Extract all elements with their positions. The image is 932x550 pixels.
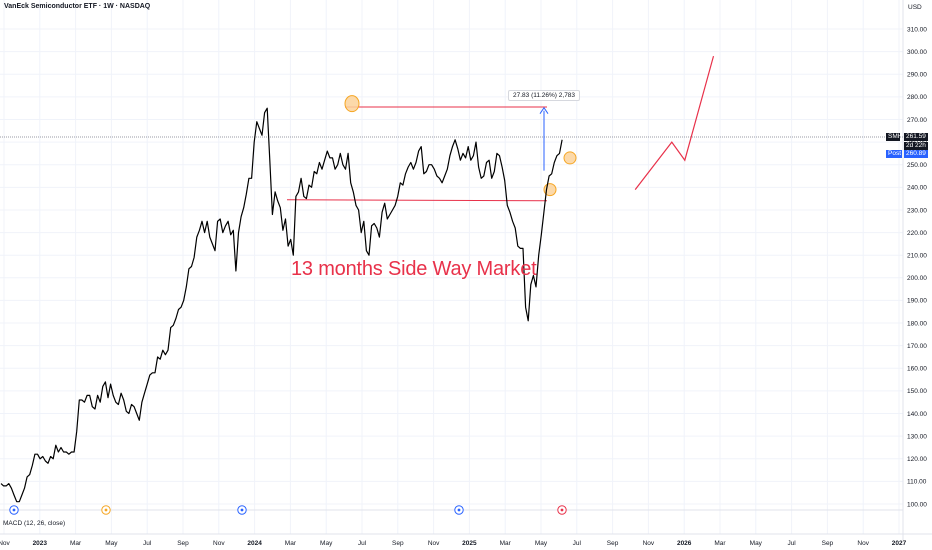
y-tick-label: 100.00 <box>907 501 927 508</box>
y-tick-label: 220.00 <box>907 230 927 237</box>
y-tick-label: 140.00 <box>907 411 927 418</box>
x-tick-label: 2026 <box>677 540 692 547</box>
y-gridlines <box>0 28 903 505</box>
y-tick-label: 300.00 <box>907 49 927 56</box>
macd-indicator-label[interactable]: MACD (12, 26, close) <box>3 520 66 527</box>
chart-title: VanEck Semiconductor ETF · 1W · NASDAQ <box>4 3 151 10</box>
y-tick-label: 310.00 <box>907 26 927 33</box>
y-tick-label: 170.00 <box>907 343 927 350</box>
sideways-annotation-text[interactable]: 13 months Side Way Market <box>291 258 537 280</box>
symbol-badge: SMH <box>886 133 903 141</box>
x-tick-label: Nov <box>213 540 225 547</box>
measure-arrow-head <box>539 106 549 114</box>
y-tick-label: 210.00 <box>907 252 927 259</box>
x-tick-label: May <box>750 540 763 547</box>
x-tick-label: Jul <box>143 540 152 547</box>
x-tick-labels: Nov 2023 Mar May Jul Sep Nov 2024 Mar May Jul Sep No… <box>0 540 907 547</box>
post-market-price-badge: 260.89 <box>904 150 928 158</box>
support-line <box>286 199 548 202</box>
last-price-badge: 261.59 <box>904 133 928 141</box>
x-tick-label: Nov <box>0 540 11 547</box>
y-tick-label: 230.00 <box>907 207 927 214</box>
y-tick-label: 200.00 <box>907 275 927 282</box>
x-tick-label: Mar <box>285 540 297 547</box>
y-tick-label: 270.00 <box>907 117 927 124</box>
x-tick-label: Nov <box>857 540 869 547</box>
x-tick-label: 2023 <box>33 540 48 547</box>
y-tick-label: 280.00 <box>907 94 927 101</box>
y-tick-label: 130.00 <box>907 433 927 440</box>
price-range-measure-label: 27.83 (11.26%) 2,783 <box>508 90 581 101</box>
x-tick-label: Mar <box>500 540 512 547</box>
x-tick-label: Sep <box>607 540 619 547</box>
x-tick-label: May <box>320 540 333 547</box>
x-tick-label: Sep <box>822 540 834 547</box>
x-gridlines <box>3 0 900 534</box>
y-tick-label: 120.00 <box>907 456 927 463</box>
y-tick-label: 150.00 <box>907 388 927 395</box>
bar-countdown-badge: 2d 22h <box>904 142 928 150</box>
x-tick-label: May <box>105 540 118 547</box>
x-tick-label: May <box>535 540 548 547</box>
post-market-label: Post <box>886 150 902 158</box>
x-tick-label: Nov <box>643 540 655 547</box>
event-markers[interactable] <box>9 505 567 515</box>
x-tick-label: Jul <box>573 540 582 547</box>
y-tick-label: 180.00 <box>907 320 927 327</box>
y-tick-label: 110.00 <box>907 479 927 486</box>
x-tick-label: 2027 <box>892 540 907 547</box>
x-tick-label: Sep <box>392 540 404 547</box>
x-tick-label: Jul <box>358 540 367 547</box>
event-marker-dot <box>457 508 461 512</box>
x-tick-label: Sep <box>177 540 189 547</box>
y-tick-label: 240.00 <box>907 185 927 192</box>
x-tick-label: Mar <box>714 540 726 547</box>
highlight-marker <box>344 95 360 113</box>
event-marker-dot <box>240 508 244 512</box>
x-tick-label: Jul <box>787 540 796 547</box>
event-marker-dot <box>104 508 108 512</box>
x-tick-label: Nov <box>428 540 440 547</box>
y-tick-label: 290.00 <box>907 72 927 79</box>
y-tick-label: 250.00 <box>907 162 927 169</box>
x-tick-label: 2024 <box>247 540 262 547</box>
event-marker-dot <box>560 508 564 512</box>
highlight-marker <box>563 151 577 165</box>
currency-label: USD <box>908 4 922 11</box>
y-tick-label: 190.00 <box>907 298 927 305</box>
projection-path <box>634 55 715 190</box>
x-tick-label: Mar <box>70 540 82 547</box>
price-series-line <box>0 107 563 503</box>
event-marker-dot <box>12 508 16 512</box>
y-tick-label: 160.00 <box>907 366 927 373</box>
x-tick-label: 2025 <box>462 540 477 547</box>
